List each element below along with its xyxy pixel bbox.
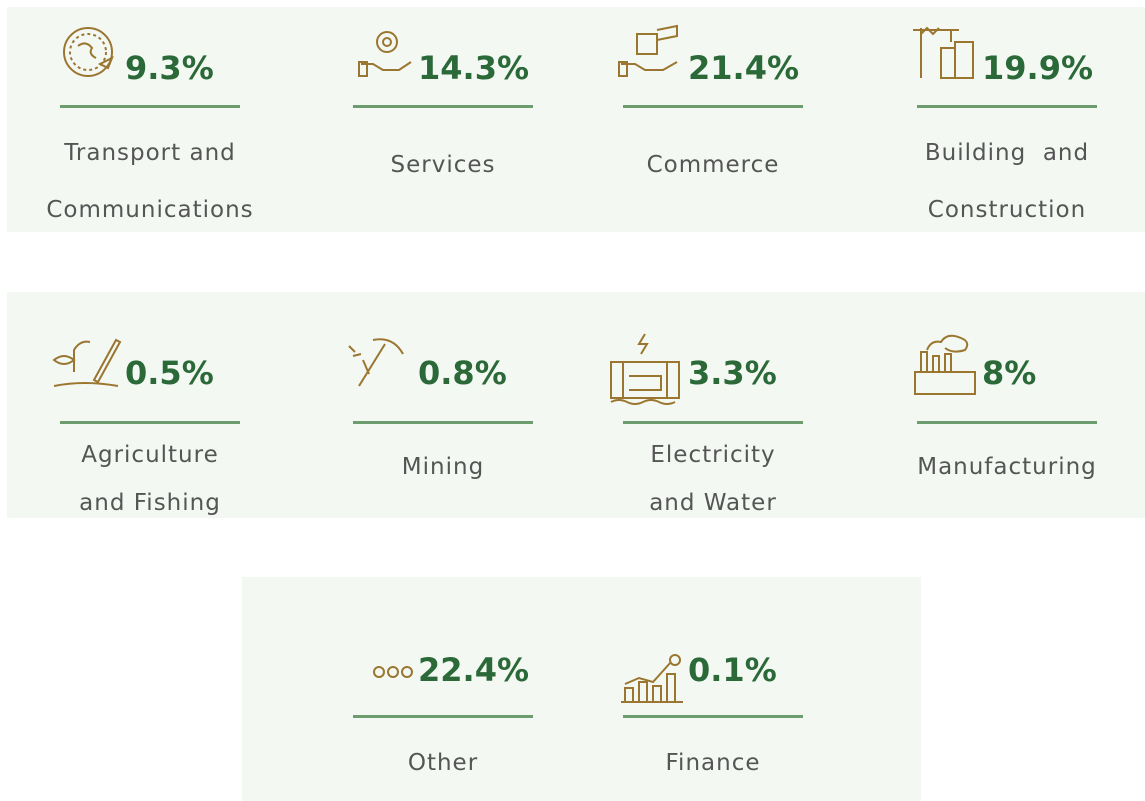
divider — [623, 715, 803, 718]
sector-label: Transport and Communications — [0, 125, 300, 239]
divider — [917, 421, 1097, 424]
sector-icon — [618, 24, 678, 77]
label-line: Transport and — [64, 140, 236, 166]
sector-icon — [610, 333, 680, 405]
sector-icon — [63, 27, 114, 77]
label-line: Other — [407, 750, 479, 776]
divider — [353, 105, 533, 108]
label-line: Manufacturing — [917, 454, 1097, 480]
label-line: Mining — [401, 454, 485, 480]
sector-icon — [358, 31, 412, 77]
divider — [353, 421, 533, 424]
sector-label: Finance — [563, 739, 863, 787]
label-line: Services — [390, 152, 496, 178]
divider — [623, 421, 803, 424]
divider — [60, 105, 240, 108]
label-line: Building and — [924, 140, 1090, 166]
divider — [623, 105, 803, 108]
panel — [242, 577, 921, 801]
divider — [60, 421, 240, 424]
sector-value: 9.3% — [125, 49, 214, 87]
sector-icon — [914, 334, 976, 395]
sector-label: Agriculture and Fishing — [0, 431, 300, 527]
sector-value: 0.5% — [125, 354, 214, 392]
sector-value: 8% — [982, 354, 1037, 392]
sector-icon — [621, 654, 683, 703]
sector-label: Building and Construction — [857, 125, 1145, 239]
sector-icon — [52, 338, 122, 387]
label-line: Agriculture — [81, 442, 219, 468]
label-line: and Fishing — [79, 490, 221, 516]
sector-value: 14.3% — [418, 49, 530, 87]
sector-label: Mining — [293, 443, 593, 491]
divider — [353, 715, 533, 718]
label-line: Construction — [927, 197, 1087, 223]
sector-icon — [348, 338, 404, 387]
sector-label: Other — [293, 739, 593, 787]
sector-value: 0.8% — [418, 354, 507, 392]
sector-label: Manufacturing — [857, 443, 1145, 491]
sector-value: 3.3% — [688, 354, 777, 392]
panel — [7, 292, 1145, 518]
sector-label: Services — [293, 137, 593, 194]
label-line: Communications — [46, 197, 254, 223]
sector-icon — [913, 26, 974, 79]
sector-icon — [373, 666, 413, 678]
label-line: Commerce — [646, 152, 780, 178]
sector-value: 0.1% — [688, 651, 777, 689]
sector-value: 22.4% — [418, 651, 530, 689]
label-line: and Water — [649, 490, 777, 516]
label-line: Finance — [665, 750, 761, 776]
sector-label: Commerce — [563, 137, 863, 194]
sector-value: 21.4% — [688, 49, 800, 87]
sector-value: 19.9% — [982, 49, 1094, 87]
sector-label: Electricity and Water — [563, 431, 863, 527]
label-line: Electricity — [650, 442, 776, 468]
divider — [917, 105, 1097, 108]
